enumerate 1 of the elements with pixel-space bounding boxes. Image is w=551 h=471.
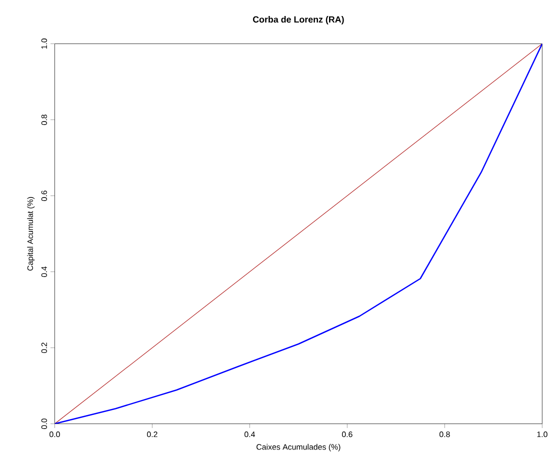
chart-title: Corba de Lorenz (RA) xyxy=(252,16,344,25)
